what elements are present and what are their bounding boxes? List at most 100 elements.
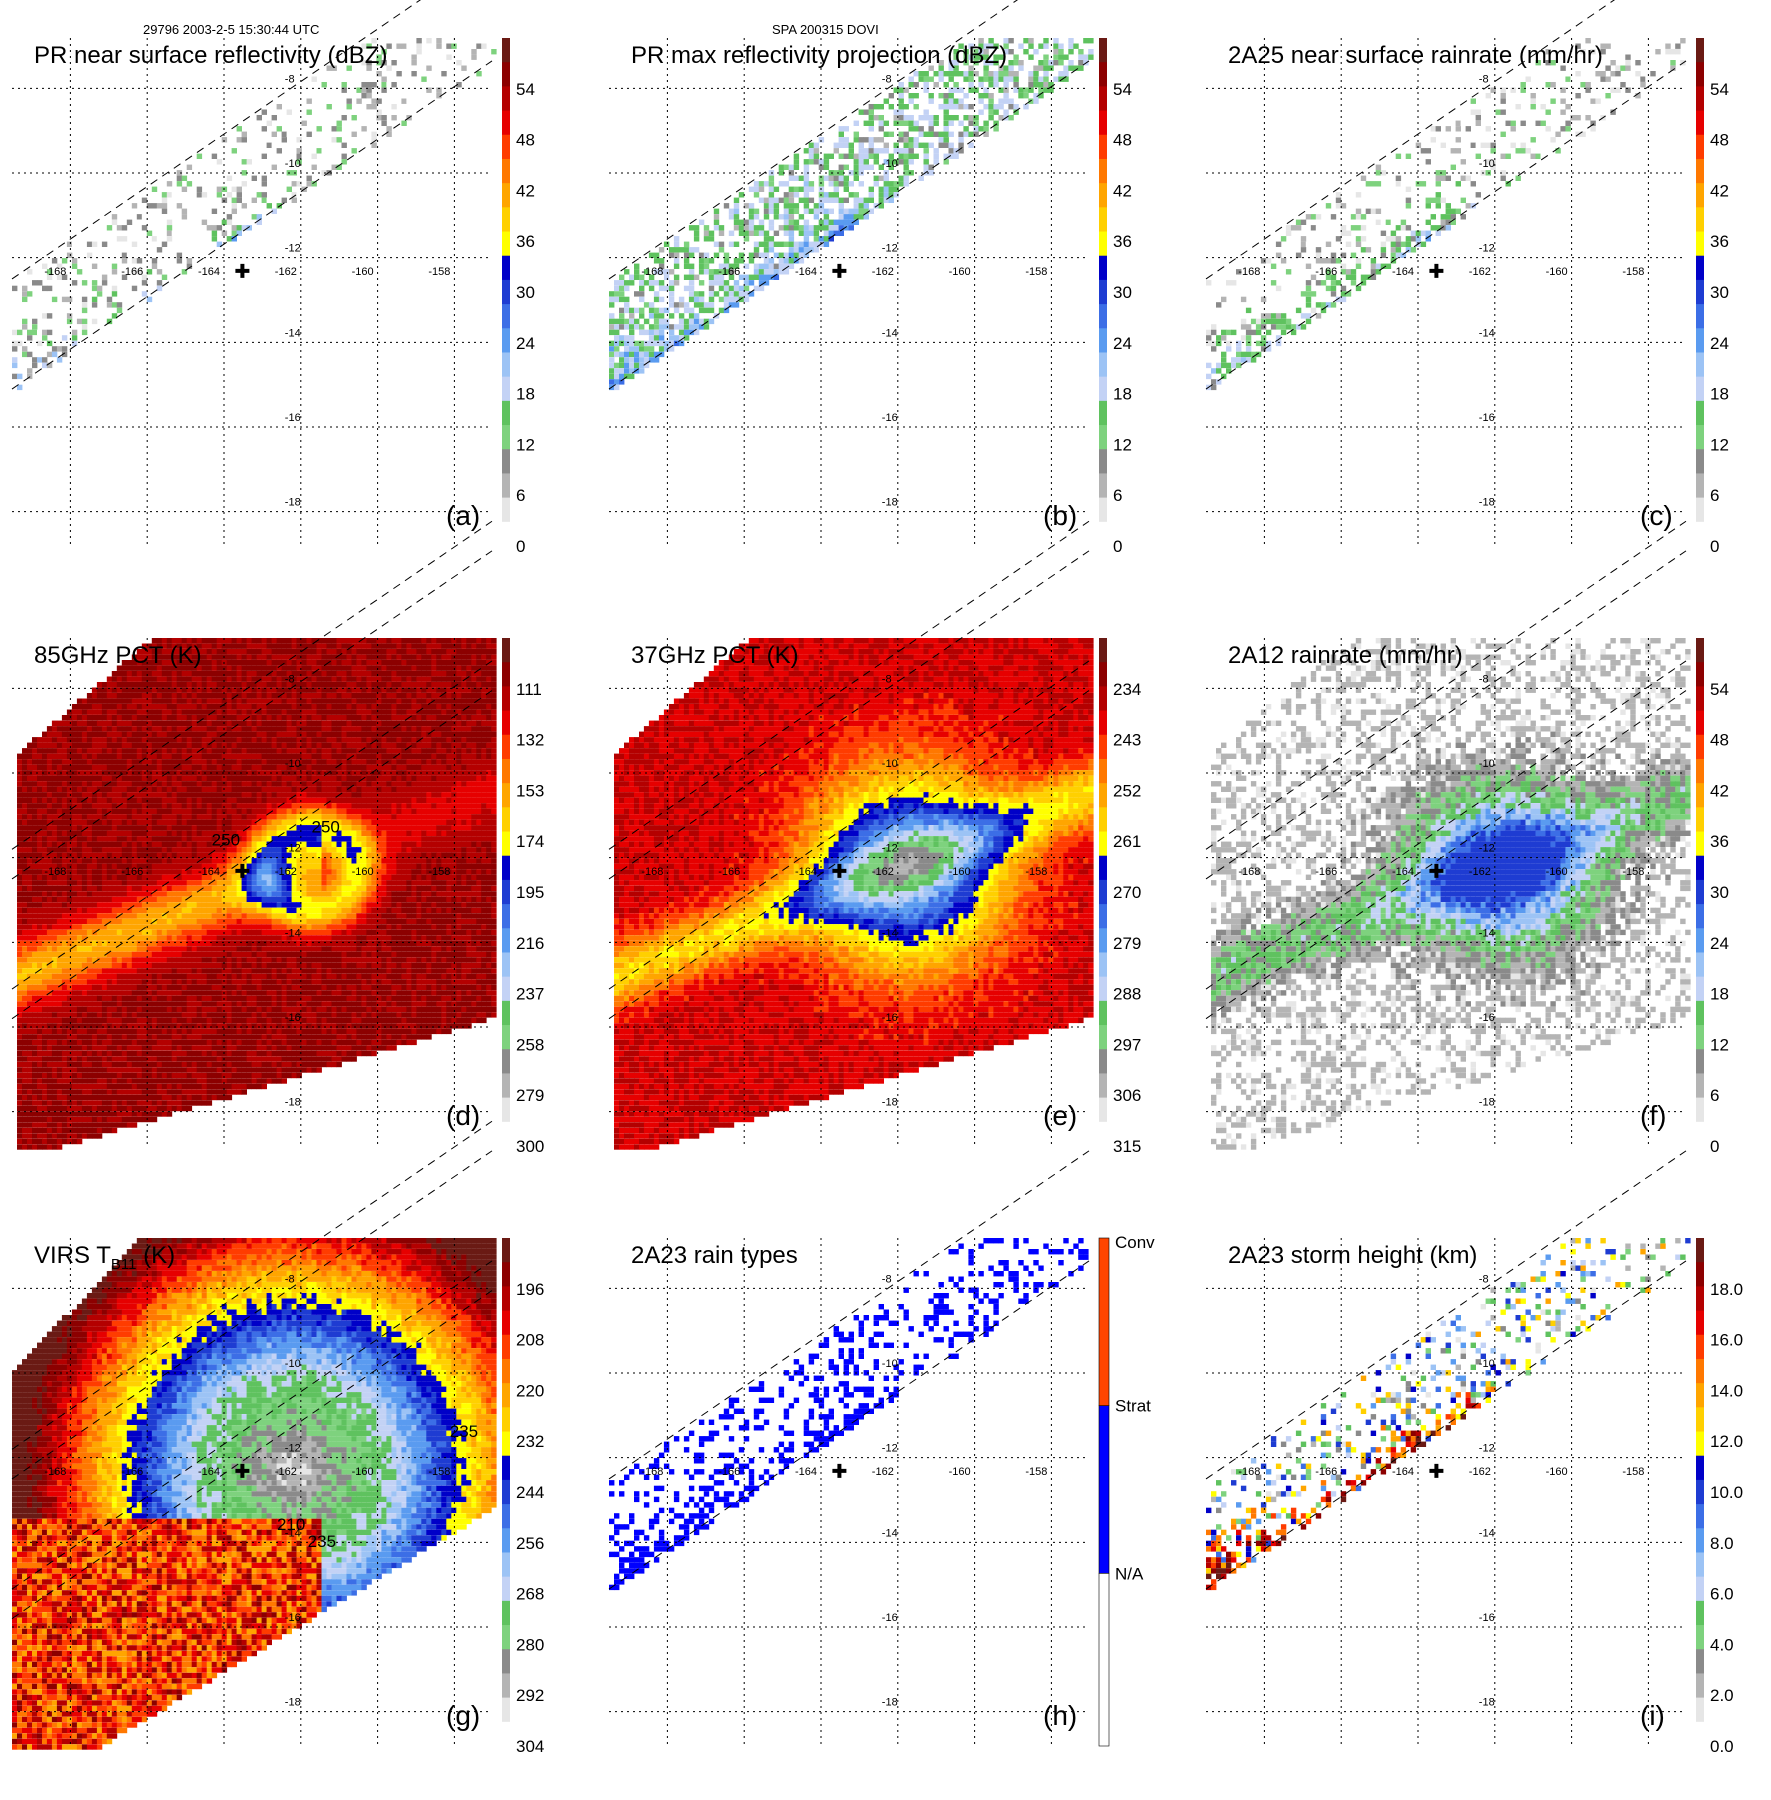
colorbar-segment (1099, 1238, 1109, 1406)
lat-tick-label: -10 (285, 158, 301, 170)
colorbar-segment (1696, 1673, 1704, 1698)
lon-tick-label: -158 (428, 1466, 450, 1478)
lat-tick-label: -18 (1479, 1697, 1495, 1709)
colorbar-tick-label: 280 (516, 1635, 544, 1654)
panel-d: -168-166-164-162-160-158-8-10-12-14-16-1… (0, 600, 600, 1200)
colorbar-segment (1696, 1601, 1704, 1626)
colorbar-tick-label: 42 (1710, 781, 1729, 800)
colorbar-segment (1696, 1025, 1704, 1050)
lon-tick-label: -168 (641, 866, 663, 878)
colorbar-segment (1696, 1262, 1704, 1287)
colorbar-segment (502, 352, 510, 377)
colorbar-segment (1099, 352, 1107, 377)
colorbar-segment (1099, 662, 1107, 687)
panel-d-label: (d) (446, 1100, 480, 1132)
colorbar-tick-label: 42 (1710, 181, 1729, 200)
colorbar-segment (1696, 401, 1704, 426)
colorbar-tick-label: 234 (1113, 680, 1141, 699)
lon-tick-label: -164 (198, 266, 220, 278)
panel-d-plot: -168-166-164-162-160-158-8-10-12-14-16-1… (0, 600, 600, 1200)
colorbar-segment (1696, 1407, 1704, 1432)
colorbar-tick-label: 232 (516, 1432, 544, 1451)
colorbar-segment (1099, 1098, 1107, 1123)
colorbar-tick-label: 8.0 (1710, 1534, 1734, 1553)
lat-tick-label: -14 (1479, 1527, 1495, 1539)
lat-tick-label: -18 (882, 1097, 898, 1109)
panel-d-field (17, 638, 497, 1150)
lat-tick-label: -12 (285, 1443, 301, 1455)
colorbar-segment (502, 1722, 510, 1747)
colorbar-segment (502, 256, 510, 281)
colorbar-segment (1696, 1335, 1704, 1360)
colorbar-segment (1099, 1573, 1109, 1746)
panel-b-title: PR max reflectivity projection (dBZ) (631, 42, 1007, 70)
colorbar-segment (1099, 232, 1107, 257)
lon-tick-label: -168 (44, 266, 66, 278)
storm-center-marker (832, 264, 846, 278)
colorbar-segment (1696, 328, 1704, 353)
colorbar-tick-label: 30 (1710, 883, 1729, 902)
colorbar-segment (1696, 1311, 1704, 1336)
colorbar-segment (1099, 425, 1107, 450)
lon-tick-label: -158 (428, 266, 450, 278)
lat-tick-label: -10 (882, 1358, 898, 1370)
lat-tick-label: -8 (882, 673, 892, 685)
storm-center-marker (1429, 1464, 1443, 1478)
contour-label: 250 (212, 830, 240, 849)
colorbar-segment (1099, 159, 1107, 184)
panel-g-plot: -168-166-164-162-160-158-8-10-12-14-16-1… (0, 1200, 600, 1800)
colorbar-segment (502, 952, 510, 977)
colorbar-tick-label: 268 (516, 1585, 544, 1604)
colorbar-tick-label: 24 (516, 334, 535, 353)
colorbar-segment (502, 207, 510, 232)
colorbar-segment (502, 1049, 510, 1074)
lat-tick-label: -10 (882, 158, 898, 170)
panel-a-plot: -168-166-164-162-160-158-8-10-12-14-16-1… (0, 0, 600, 600)
colorbar-segment (1099, 759, 1107, 784)
colorbar-segment (1696, 1698, 1704, 1723)
lat-tick-label: -12 (1479, 843, 1495, 855)
lon-tick-label: -160 (949, 266, 971, 278)
lon-tick-label: -168 (641, 1466, 663, 1478)
colorbar-segment (502, 1122, 510, 1147)
lon-tick-label: -166 (1315, 266, 1337, 278)
colorbar-segment (502, 86, 510, 111)
colorbar-segment (1696, 86, 1704, 111)
colorbar-segment (1696, 1625, 1704, 1650)
lon-tick-label: -160 (949, 1466, 971, 1478)
colorbar-segment (1696, 135, 1704, 160)
colorbar-segment (1099, 638, 1107, 663)
lat-tick-label: -18 (285, 497, 301, 509)
colorbar-segment (1099, 928, 1107, 953)
colorbar-tick-label: 243 (1113, 731, 1141, 750)
lat-tick-label: -16 (882, 412, 898, 424)
colorbar-tick-label: 292 (516, 1686, 544, 1705)
swath-edge-line (12, 61, 492, 389)
colorbar-tick-label: 30 (516, 283, 535, 302)
colorbar-segment (1696, 1456, 1704, 1481)
colorbar-segment (502, 1098, 510, 1123)
colorbar-segment (502, 328, 510, 353)
colorbar-segment (502, 1577, 510, 1602)
colorbar-segment (502, 159, 510, 184)
colorbar-segment (502, 1383, 510, 1408)
panel-h-label: (h) (1043, 1700, 1077, 1732)
colorbar-segment (502, 1698, 510, 1723)
lon-tick-label: -168 (44, 866, 66, 878)
colorbar-segment (1099, 1073, 1107, 1098)
panel-a: -168-166-164-162-160-158-8-10-12-14-16-1… (0, 0, 600, 600)
colorbar-segment (502, 735, 510, 760)
panel-title-text: 2A25 near surface rainrate (mm/hr) (1228, 42, 1603, 69)
colorbar-segment (502, 1625, 510, 1650)
colorbar-tick-label: 18.0 (1710, 1280, 1743, 1299)
colorbar-segment (502, 1001, 510, 1026)
panel-title-text: 37GHz PCT (K) (631, 642, 799, 669)
colorbar-segment (1696, 1049, 1704, 1074)
colorbar-segment (502, 1456, 510, 1481)
panel-title-text: 85GHz PCT (K) (34, 642, 202, 669)
panel-a-field (12, 38, 497, 390)
colorbar-segment (1696, 232, 1704, 257)
storm-center-marker (832, 1464, 846, 1478)
